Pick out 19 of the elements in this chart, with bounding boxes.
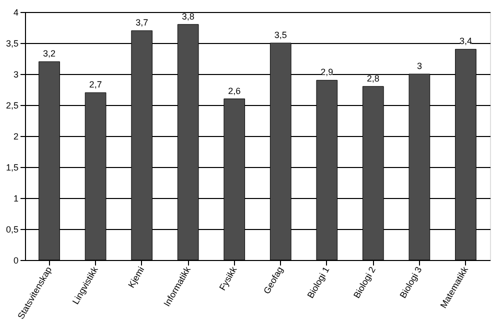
data-label: 3,4: [459, 36, 472, 46]
data-label: 2,9: [320, 67, 334, 78]
y-tick-label: 0,5: [6, 224, 18, 234]
data-label: 3: [416, 61, 422, 71]
data-label: 2,8: [366, 73, 380, 84]
y-tick-label: 1,5: [6, 162, 18, 172]
y-tick-label: 3: [13, 70, 18, 80]
data-label: 3,2: [43, 48, 56, 59]
y-tick-label: 4: [13, 8, 18, 18]
y-tick-label: 1: [13, 194, 18, 204]
data-label: 2,7: [89, 80, 102, 90]
y-tick-label: 2: [13, 132, 18, 142]
data-label: 2,6: [228, 86, 241, 96]
y-tick-label: 2,5: [6, 100, 18, 110]
data-label: 3,5: [274, 30, 287, 40]
y-tick-label: 0: [13, 256, 18, 266]
y-tick-label: 3,5: [6, 38, 18, 48]
data-label: 3,7: [136, 18, 148, 28]
data-label: 3,8: [182, 11, 194, 22]
